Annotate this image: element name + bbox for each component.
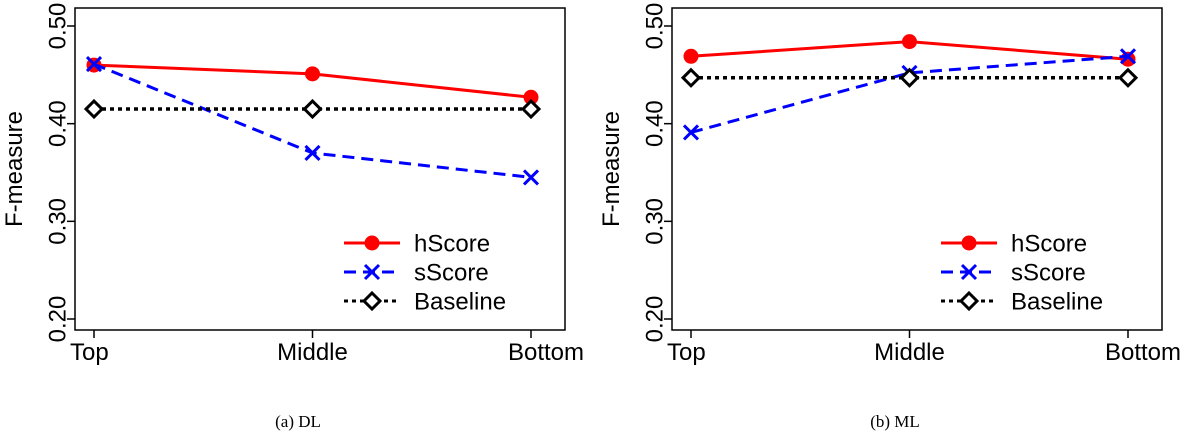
data-point-sscore-top [682, 124, 700, 141]
x-tick-label-middle: Middle [874, 339, 945, 366]
data-point-sscore-middle [304, 144, 321, 162]
legend-marker-hscore [364, 235, 380, 251]
data-point-baseline-top [680, 67, 702, 88]
x-tick-label-bottom: Bottom [508, 339, 584, 366]
chart-ml: 0.20 0.30 0.40 0.50 Top Middle Bottom F-measure… [598, 3, 1181, 366]
series-sscore [682, 48, 1137, 141]
caption-dl: (a) DL [275, 412, 321, 431]
data-point-sscore-bottom [522, 169, 540, 186]
y-axis-label: F-measure [598, 111, 625, 227]
data-point-baseline-bottom [1117, 67, 1139, 88]
legend-label-baseline: Baseline [1011, 288, 1103, 315]
data-point-baseline-bottom [520, 98, 542, 120]
chart-panel-ml: 0.20 0.30 0.40 0.50 Top Middle Bottom F-measure… [597, 0, 1193, 445]
y-axis-label: F-measure [1, 111, 28, 227]
y-tick-label: 0.20 [641, 296, 668, 343]
series-hscore [86, 57, 539, 105]
legend-marker-baseline [361, 290, 383, 312]
data-point-baseline-middle [899, 67, 920, 88]
legend-label-hscore: hScore [1011, 230, 1087, 257]
series-baseline [83, 98, 542, 120]
y-tick-label: 0.40 [641, 100, 668, 147]
y-tick-label: 0.30 [44, 198, 71, 245]
series-sscore [85, 56, 540, 186]
x-tick-label-top: Top [667, 339, 706, 366]
y-tick-label: 0.20 [44, 296, 71, 343]
y-tick-label: 0.40 [44, 100, 71, 147]
data-point-sscore-top [85, 56, 103, 73]
data-point-hscore-middle [902, 34, 917, 50]
y-tick-label: 0.50 [44, 3, 71, 50]
data-point-hscore-middle [305, 66, 320, 82]
data-point-sscore-bottom [1119, 48, 1137, 65]
data-point-baseline-top [83, 98, 105, 120]
y-tick-label: 0.50 [641, 3, 668, 50]
x-tick-label-top: Top [70, 339, 109, 366]
legend-label-baseline: Baseline [414, 288, 506, 315]
series-line-sscore [690, 54, 1129, 134]
x-tick-label-bottom: Bottom [1105, 339, 1181, 366]
legend-marker-sscore [960, 263, 978, 281]
x-tick-label-middle: Middle [277, 339, 348, 366]
data-point-hscore-top [683, 48, 699, 64]
legend-label-sscore: sScore [1011, 259, 1086, 286]
chart-dl: 0.20 0.30 0.40 0.50 Top Middle Bottom F-measure… [1, 3, 584, 366]
chart-panel-dl: 0.20 0.30 0.40 0.50 Top Middle Bottom F-measure… [0, 0, 596, 445]
data-point-baseline-middle [302, 98, 323, 120]
legend-marker-hscore [961, 235, 977, 251]
legend-label-sscore: sScore [414, 259, 489, 286]
legend-marker-sscore [363, 263, 381, 281]
series-hscore [683, 34, 1136, 67]
legend-marker-baseline [958, 290, 980, 312]
legend-label-hscore: hScore [414, 230, 490, 257]
series-baseline [680, 67, 1139, 88]
y-tick-label: 0.30 [641, 198, 668, 245]
plot-frame [74, 7, 566, 331]
caption-ml: (b) ML [870, 412, 920, 431]
plot-frame [671, 7, 1163, 331]
